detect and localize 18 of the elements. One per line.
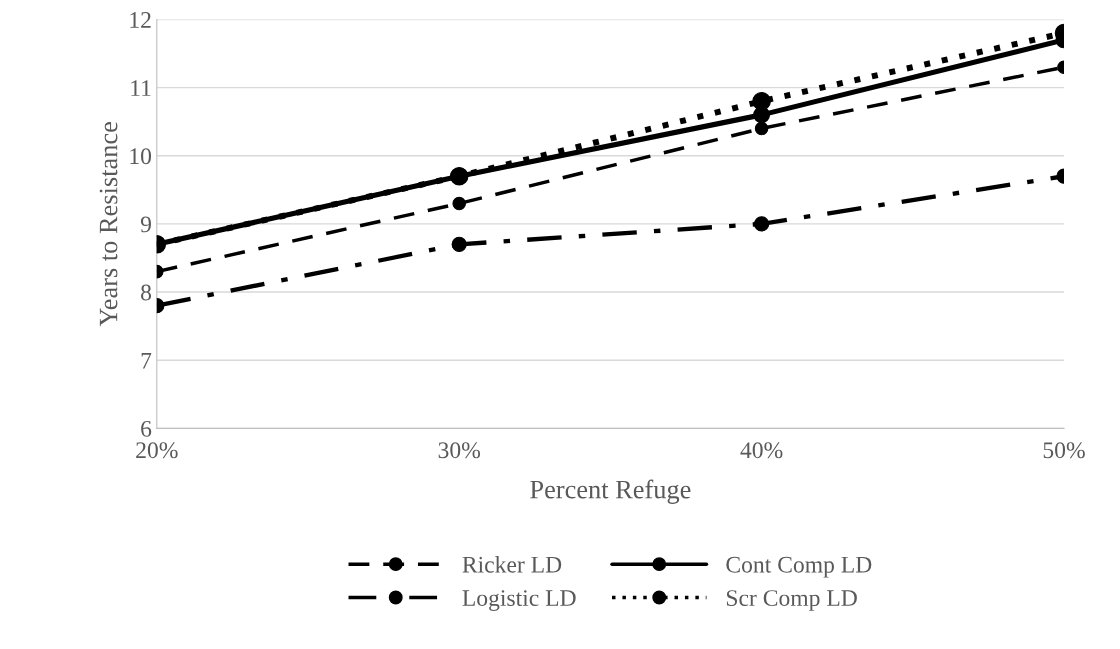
point xyxy=(753,106,771,124)
x-tick-label: 40% xyxy=(740,442,783,459)
y-tick-label: 8 xyxy=(141,284,152,301)
x-tick-label: 20% xyxy=(136,442,178,459)
legend-label: Ricker LD xyxy=(462,556,562,573)
legend-label: Scr Comp LD xyxy=(726,590,857,611)
x-axis-title: Percent Refuge xyxy=(530,479,691,504)
y-tick-label: 9 xyxy=(140,216,151,233)
y-tick-label: 11 xyxy=(131,80,151,96)
y-tick-label: 6 xyxy=(141,420,152,437)
y-tick-label: 10 xyxy=(130,148,152,165)
y-tick-label: 12 xyxy=(130,12,151,28)
x-tick-label: 30% xyxy=(438,442,481,459)
y-tick-label: 7 xyxy=(141,352,152,369)
y-axis-title: Years to Resistance xyxy=(99,122,118,327)
x-tick-label: 50% xyxy=(1043,442,1085,459)
legend-label: Logistic LD xyxy=(462,590,576,611)
legend-label: Cont Comp LD xyxy=(726,556,872,578)
